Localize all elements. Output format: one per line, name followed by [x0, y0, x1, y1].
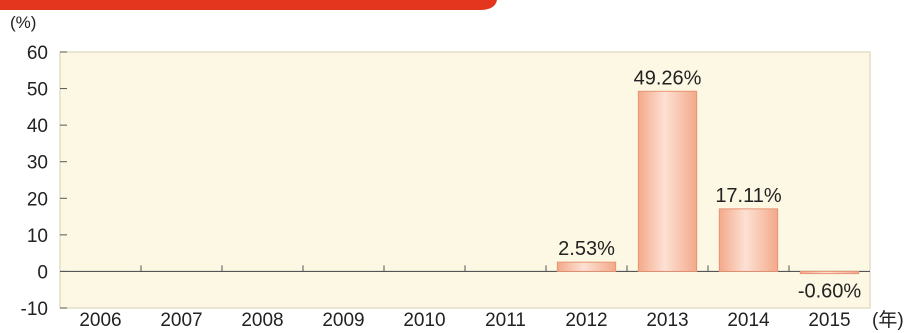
- y-tick-label: 10: [27, 226, 48, 247]
- y-axis-tick-labels: 60 50 40 30 20 10 0 -10: [21, 43, 48, 320]
- bar-2013: [637, 90, 698, 272]
- data-label-2015: -0.60%: [798, 280, 862, 302]
- data-label-2014: 17.11%: [715, 185, 782, 207]
- x-tick-label: 2015: [808, 310, 850, 331]
- x-tick-label: 2009: [322, 310, 364, 331]
- bar-series: [556, 90, 860, 275]
- x-axis-ticks: [140, 265, 790, 272]
- x-tick-label: 2007: [160, 310, 202, 331]
- x-tick-label: 2008: [241, 310, 283, 331]
- x-axis-tick-labels: 2006 2007 2008 2009 2010 2011 2012 2013 2014 2015: [79, 310, 850, 331]
- y-tick-label: 30: [27, 153, 48, 174]
- x-tick-label: 2011: [485, 310, 526, 331]
- x-tick-label: 2012: [565, 310, 607, 331]
- y-tick-label: -10: [21, 299, 48, 320]
- y-tick-label: 20: [27, 189, 48, 210]
- y-tick-label: 0: [37, 262, 48, 283]
- data-label-2012: 2.53%: [558, 238, 615, 260]
- data-labels: 2.53% 49.26% 17.11% -0.60%: [558, 67, 861, 302]
- x-tick-label: 2006: [79, 310, 121, 331]
- y-axis-unit-label: (%): [10, 13, 36, 32]
- x-tick-label: 2014: [727, 310, 770, 331]
- bar-2015: [799, 270, 860, 275]
- y-tick-label: 50: [27, 80, 48, 101]
- x-tick-label: 2010: [403, 310, 445, 331]
- y-tick-label: 40: [27, 116, 48, 137]
- bar-2014: [718, 208, 779, 272]
- data-label-2013: 49.26%: [634, 67, 702, 89]
- y-tick-label: 60: [27, 43, 48, 64]
- bar-2012: [556, 261, 617, 272]
- header-banner: [0, 0, 497, 10]
- x-tick-label: 2013: [646, 310, 688, 331]
- x-axis-unit-label: (年): [872, 309, 904, 331]
